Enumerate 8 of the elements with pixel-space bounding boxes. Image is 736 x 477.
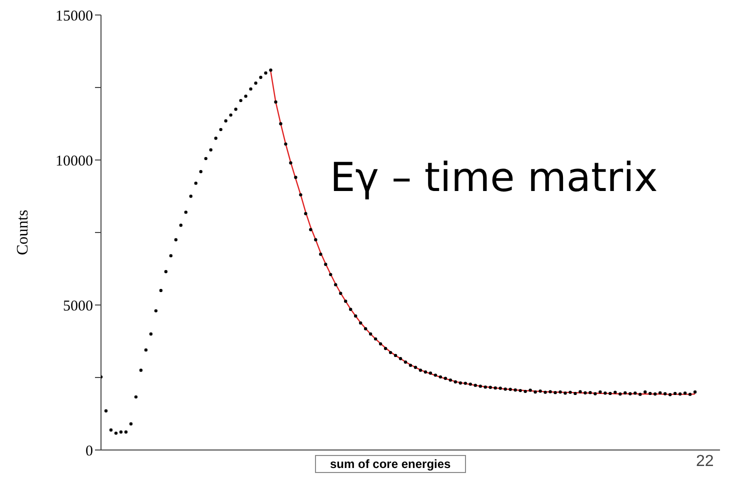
y-tick-label: 15000 <box>56 8 93 24</box>
x-axis-title: sum of core energies <box>315 455 466 473</box>
y-axis-title: Counts <box>14 210 32 256</box>
y-tick-label: 10000 <box>56 153 93 170</box>
annotation: Eγ – time matrix <box>330 155 658 201</box>
y-tick-label: 0 <box>86 443 93 460</box>
y-tick-label: 5000 <box>63 298 93 314</box>
text: 22 <box>696 453 714 471</box>
